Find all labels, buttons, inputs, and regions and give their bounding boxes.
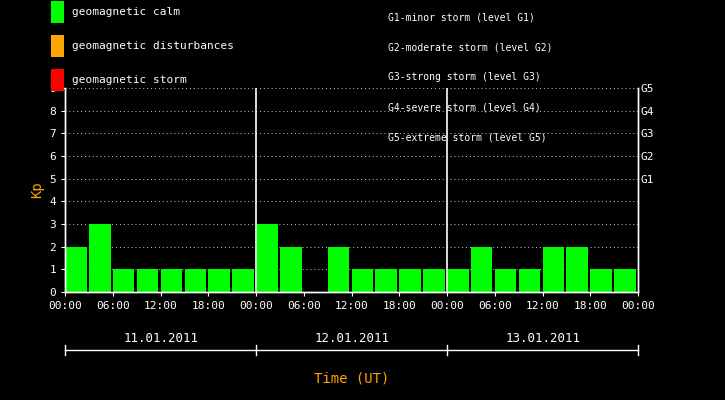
Text: G2-moderate storm (level G2): G2-moderate storm (level G2) [388, 42, 552, 52]
Bar [494, 269, 516, 292]
Bar [399, 269, 420, 292]
Bar [232, 269, 254, 292]
Bar [376, 269, 397, 292]
Bar [113, 269, 134, 292]
Text: G4-severe storm (level G4): G4-severe storm (level G4) [388, 102, 541, 112]
Text: Time (UT): Time (UT) [314, 372, 389, 386]
Bar [185, 269, 206, 292]
Bar [471, 247, 492, 292]
Text: geomagnetic calm: geomagnetic calm [72, 7, 181, 17]
Bar [423, 269, 444, 292]
Text: geomagnetic storm: geomagnetic storm [72, 75, 187, 85]
Bar [280, 247, 302, 292]
Bar [256, 224, 278, 292]
Text: 12.01.2011: 12.01.2011 [314, 332, 389, 345]
Text: G5-extreme storm (level G5): G5-extreme storm (level G5) [388, 132, 547, 142]
Bar [614, 269, 636, 292]
Text: G3-strong storm (level G3): G3-strong storm (level G3) [388, 72, 541, 82]
Bar [518, 269, 540, 292]
Text: G1-minor storm (level G1): G1-minor storm (level G1) [388, 12, 535, 22]
Bar [566, 247, 588, 292]
Bar [590, 269, 612, 292]
Text: 11.01.2011: 11.01.2011 [123, 332, 198, 345]
Bar [542, 247, 564, 292]
Bar [447, 269, 468, 292]
Y-axis label: Kp: Kp [30, 182, 44, 198]
Bar [208, 269, 230, 292]
Bar [65, 247, 87, 292]
Bar [328, 247, 349, 292]
Bar [161, 269, 182, 292]
Bar [352, 269, 373, 292]
Text: geomagnetic disturbances: geomagnetic disturbances [72, 41, 234, 51]
Bar [137, 269, 158, 292]
Bar [89, 224, 111, 292]
Text: 13.01.2011: 13.01.2011 [505, 332, 580, 345]
